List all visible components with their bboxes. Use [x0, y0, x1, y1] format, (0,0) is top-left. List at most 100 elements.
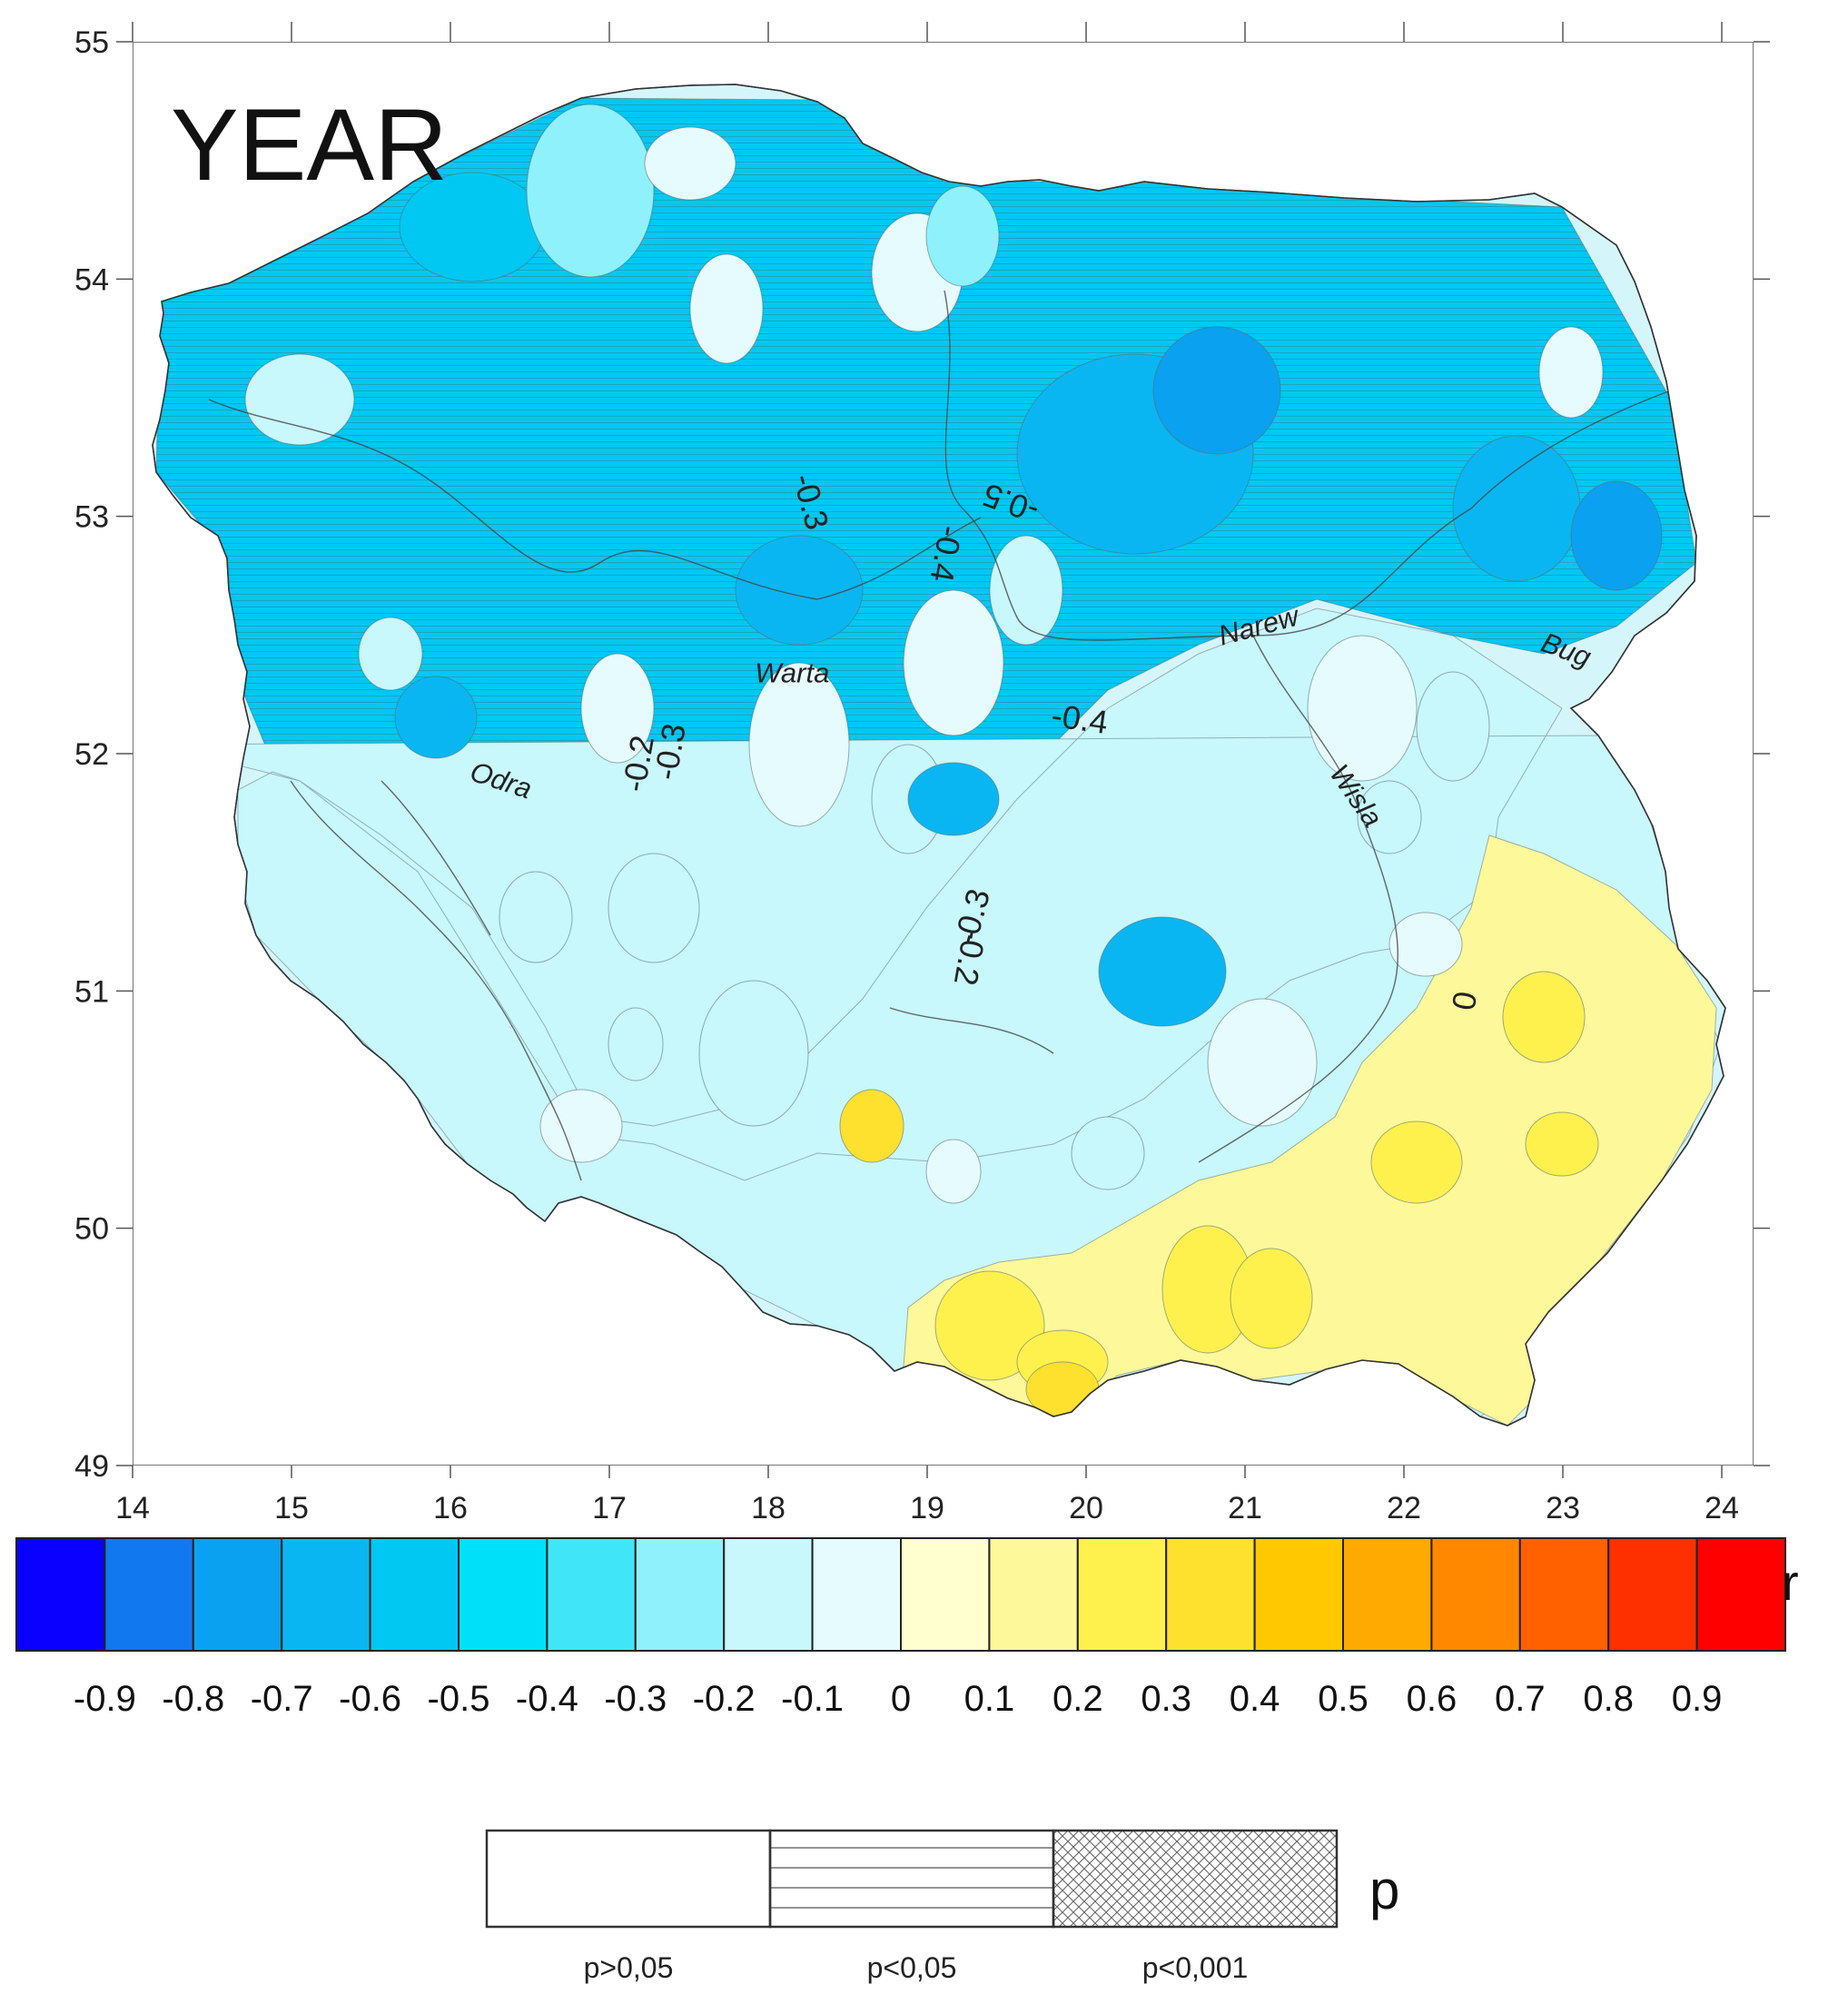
- contour-blob-27: [934, 1270, 1045, 1381]
- correlation-map: [152, 84, 1726, 1426]
- r-legend-swatch-4: [369, 1537, 460, 1652]
- river-line-5: [290, 780, 582, 1181]
- contour-blob-17: [394, 676, 478, 759]
- contour-blob-24: [1207, 998, 1318, 1127]
- river-line-1: [816, 517, 982, 600]
- r-legend-label-6: -0.3: [604, 1679, 667, 1719]
- contour-blob-42: [1071, 1116, 1145, 1190]
- contour-blob-12: [989, 535, 1063, 646]
- x-tick-label-3: 17: [592, 1491, 627, 1525]
- r-legend-label-16: 0.7: [1495, 1679, 1546, 1719]
- river-line-7: [889, 1007, 1054, 1054]
- r-legend-swatch-1: [104, 1537, 194, 1652]
- contour-blob-25: [839, 1089, 904, 1163]
- contour-blob-3: [644, 126, 736, 201]
- p-legend-swatch-lines: [768, 1829, 1055, 1929]
- p-legend-label-2: p<0,05: [867, 1951, 957, 1984]
- contour-blob-8: [1152, 326, 1281, 455]
- r-legend-label-4: -0.5: [428, 1679, 490, 1719]
- contour-blob-23: [1538, 326, 1604, 419]
- contour-blob-26: [925, 1139, 982, 1204]
- r-legend-label-1: -0.8: [162, 1679, 224, 1719]
- contour-blob-16: [580, 653, 655, 764]
- contour-blob-21: [1307, 635, 1418, 782]
- river-line-6: [380, 780, 491, 936]
- y-tick-label-2: 53: [74, 500, 109, 535]
- x-axis: 14 15 16 17 18 19 20 21 22 23 24: [115, 22, 1739, 1525]
- r-legend-swatch-12: [1076, 1537, 1168, 1652]
- contour-blob-15: [748, 662, 850, 827]
- r-legend-swatch-19: [1695, 1537, 1786, 1652]
- contour-blob-13: [735, 535, 864, 646]
- r-legend-label-15: 0.6: [1407, 1679, 1458, 1719]
- r-legend-swatch-5: [458, 1537, 548, 1652]
- y-tick-label-5: 50: [74, 1212, 109, 1247]
- contour-blob-43: [1357, 780, 1422, 854]
- r-legend-label-11: 0.2: [1052, 1679, 1103, 1719]
- r-legend-label-5: -0.4: [516, 1679, 578, 1719]
- y-tick-label-0: 55: [74, 25, 109, 60]
- x-tick-label-9: 23: [1546, 1491, 1580, 1525]
- r-legend-label-9: 0: [891, 1679, 911, 1719]
- contour-blob-6: [925, 185, 1000, 287]
- r-legend-swatch-18: [1607, 1537, 1698, 1652]
- contour-blob-41: [1388, 912, 1463, 977]
- river-line-0: [208, 399, 818, 600]
- contour-blob-9: [1452, 435, 1581, 582]
- x-tick-label-0: 14: [115, 1491, 150, 1525]
- x-tick-label-7: 21: [1228, 1491, 1262, 1525]
- river-line-3: [1198, 635, 1398, 1163]
- x-tick-label-4: 18: [751, 1491, 786, 1525]
- r-legend-swatch-14: [1253, 1537, 1344, 1652]
- contour-blob-40: [1679, 698, 1717, 755]
- r-legend-label-13: 0.4: [1230, 1679, 1280, 1719]
- r-legend-swatch-9: [811, 1537, 902, 1652]
- p-legend-swatch-none: [485, 1829, 772, 1929]
- contour-blob-22: [1416, 671, 1490, 782]
- contour-blob-35: [698, 980, 809, 1127]
- contour-blob-19: [907, 762, 1000, 836]
- contour-blob-36: [608, 853, 700, 963]
- y-tick-label-6: 49: [74, 1449, 109, 1484]
- p-legend-label-3: p<0,001: [1142, 1951, 1249, 1984]
- contour-blob-33: [1525, 1111, 1599, 1177]
- river-lines: [208, 290, 1672, 1181]
- r-legend-label-10: 0.1: [964, 1679, 1015, 1719]
- contour-blob-37: [539, 1089, 623, 1163]
- p-legend-symbol: p: [1369, 1860, 1399, 1920]
- r-legend-swatch-15: [1342, 1537, 1433, 1652]
- contour-blob-0: [244, 353, 355, 446]
- contour-blob-30: [1230, 1248, 1313, 1349]
- contour-blob-11: [903, 589, 1004, 736]
- r-legend-swatch-17: [1518, 1537, 1610, 1652]
- x-tick-label-1: 15: [274, 1491, 309, 1525]
- contour-blob-20: [1098, 916, 1227, 1027]
- r-legend-swatch-6: [546, 1537, 637, 1652]
- p-legend: p>0,05 p<0,05 p<0,001 p: [485, 1829, 1399, 1984]
- map-title: YEAR: [171, 88, 448, 202]
- r-legend-label-12: 0.3: [1141, 1679, 1191, 1719]
- contour-blob-4: [689, 253, 764, 364]
- r-legend-label-2: -0.7: [251, 1679, 313, 1719]
- x-tick-label-5: 19: [910, 1491, 944, 1525]
- r-legend-swatch-0: [15, 1537, 106, 1652]
- river-line-2: [944, 290, 1472, 641]
- x-tick-label-10: 24: [1705, 1491, 1739, 1525]
- r-legend: -0.9 -0.8 -0.7 -0.6 -0.5 -0.4 -0.3 -0.2 -0.1 0 0.1…: [15, 1537, 1799, 1719]
- r-legend-swatch-11: [988, 1537, 1079, 1652]
- x-tick-label-6: 20: [1069, 1491, 1103, 1525]
- r-legend-swatch-16: [1430, 1537, 1521, 1652]
- r-legend-label-14: 0.5: [1318, 1679, 1369, 1719]
- r-legend-label-17: 0.8: [1583, 1679, 1634, 1719]
- contour-label-3: -0.4: [1049, 696, 1110, 741]
- correlation-zones: [155, 97, 1722, 1426]
- r-legend-label-7: -0.2: [693, 1679, 756, 1719]
- r-legend-label-8: -0.1: [781, 1679, 844, 1719]
- contour-blob-32: [1502, 971, 1586, 1063]
- r-legend-symbol: r: [1782, 1554, 1799, 1611]
- r-legend-swatch-13: [1165, 1537, 1256, 1652]
- p-legend-label-1: p>0,05: [584, 1951, 674, 1984]
- r-legend-label-3: -0.6: [339, 1679, 401, 1719]
- r-legend-label-0: -0.9: [74, 1679, 136, 1719]
